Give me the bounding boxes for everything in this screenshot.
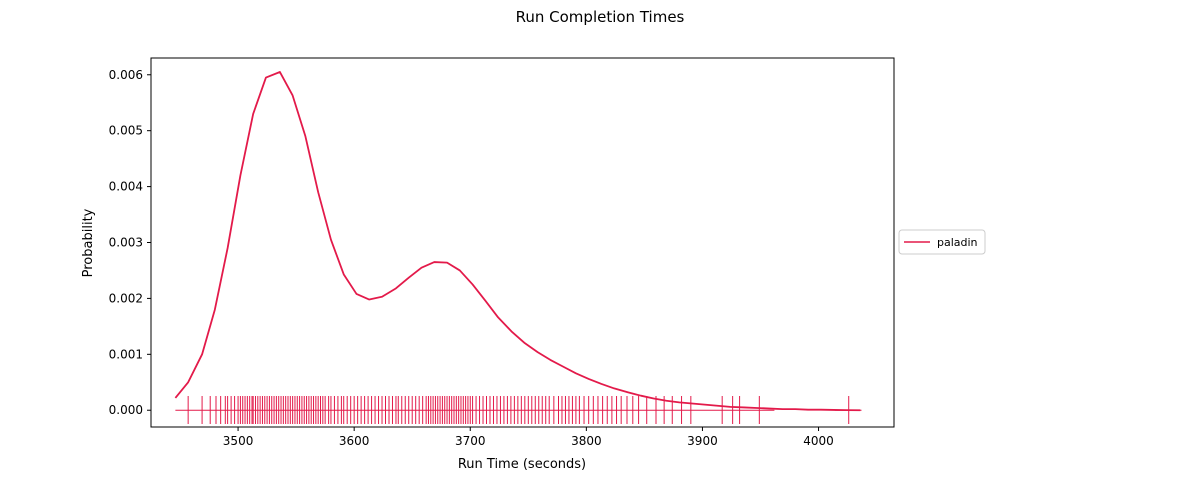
x-tick-label: 3900 [687, 434, 718, 448]
y-axis-label: Probability [81, 208, 96, 277]
y-axis: 0.000 0.001 0.002 0.003 0.004 0.005 0.006 [109, 68, 151, 417]
y-tick-label: 0.003 [109, 236, 143, 250]
x-axis: 3500 3600 3700 3800 3900 4000 [223, 427, 834, 448]
plot-frame [150, 57, 895, 428]
x-tick-label: 4000 [803, 434, 834, 448]
y-tick-label: 0.005 [109, 124, 143, 138]
x-tick-label: 3500 [223, 434, 254, 448]
x-tick-label: 3800 [571, 434, 602, 448]
plot-area [174, 71, 862, 424]
y-tick-label: 0.004 [109, 180, 143, 194]
legend[interactable]: paladin [898, 229, 986, 255]
chart-title: Run Completion Times [516, 8, 685, 26]
density-line-paladin [174, 71, 861, 412]
legend-label-paladin: paladin [937, 236, 978, 249]
x-tick-label: 3700 [455, 434, 486, 448]
y-tick-label: 0.006 [109, 68, 143, 82]
legend-box [898, 229, 986, 255]
x-tick-label: 3600 [339, 434, 370, 448]
y-tick-label: 0.002 [109, 291, 143, 305]
y-tick-label: 0.000 [109, 403, 143, 417]
x-axis-label: Run Time (seconds) [458, 457, 586, 472]
y-tick-label: 0.001 [109, 347, 143, 361]
